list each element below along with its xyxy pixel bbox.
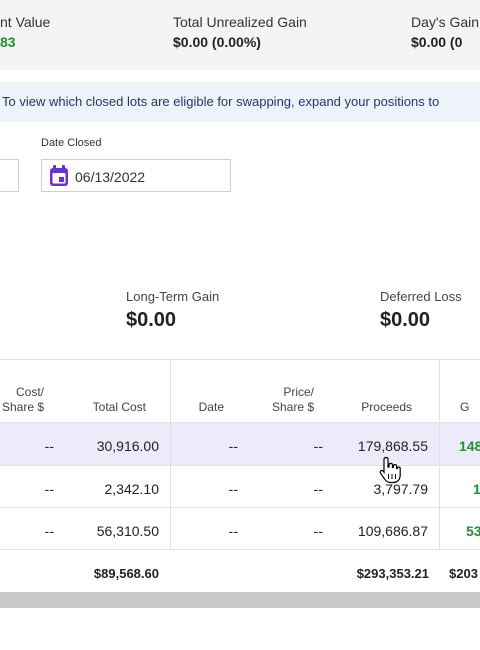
account-value: 83	[0, 34, 16, 50]
total-cost-sum: $89,568.60	[93, 566, 159, 581]
cell-date: --	[228, 523, 238, 539]
hand-cursor-icon	[379, 456, 401, 489]
calendar-icon[interactable]	[49, 165, 69, 192]
unrealized-gain-value: $0.00 (0.00%)	[173, 34, 261, 50]
cell-cost-share: --	[44, 523, 54, 539]
col-header-proceeds[interactable]: Proceeds	[361, 400, 412, 414]
account-summary: nt Value 83 Total Unrealized Gain $0.00 …	[0, 0, 480, 70]
cell-date: --	[228, 438, 238, 454]
days-gain-label: Day's Gain	[411, 14, 480, 30]
table-top-border	[0, 359, 480, 360]
gain-sum: $203	[449, 566, 478, 581]
cell-gain: 1	[473, 481, 480, 497]
cell-total-cost: 30,916.00	[96, 438, 159, 454]
cell-proceeds: 179,868.55	[357, 438, 428, 454]
table-row[interactable]: -- 30,916.00 -- -- 179,868.55 148	[0, 422, 480, 465]
cell-cost-share: --	[44, 481, 54, 497]
left-input-field[interactable]	[0, 159, 19, 192]
cell-proceeds: 3,797.79	[373, 481, 429, 497]
cell-gain: 148	[459, 438, 480, 454]
deferred-loss-label: Deferred Loss	[380, 289, 462, 304]
table-row[interactable]: -- 56,310.50 -- -- 109,686.87 53	[0, 507, 480, 550]
proceeds-sum: $293,353.21	[356, 566, 429, 581]
table-totals-row: $89,568.60 $293,353.21 $203	[0, 549, 480, 593]
date-closed-value: 06/13/2022	[75, 169, 146, 185]
cell-cost-share: --	[44, 438, 54, 454]
days-gain-value: $0.00 (0	[411, 34, 463, 50]
date-closed-label: Date Closed	[41, 137, 102, 149]
long-term-gain-label: Long-Term Gain	[126, 289, 220, 304]
table-row[interactable]: -- 2,342.10 -- -- 3,797.79 1	[0, 465, 480, 508]
cell-gain: 53	[466, 523, 480, 539]
col-header-cost-share[interactable]: Cost/ Share $	[1, 385, 44, 414]
info-banner: To view which closed lots are eligible f…	[0, 82, 480, 122]
col-header-price-share[interactable]: Price/ Share $	[271, 385, 314, 414]
column-divider	[439, 360, 440, 549]
col-header-date[interactable]: Date	[198, 400, 224, 414]
col-header-total-cost[interactable]: Total Cost	[92, 400, 146, 414]
cell-price-share: --	[313, 481, 323, 497]
deferred-loss-value: $0.00	[380, 309, 431, 331]
unrealized-gain-label: Total Unrealized Gain	[173, 14, 307, 30]
long-term-gain-value: $0.00	[126, 309, 177, 331]
col-header-gain[interactable]: G	[460, 400, 470, 414]
cell-date: --	[228, 481, 238, 497]
horizontal-scrollbar[interactable]	[0, 592, 480, 608]
cell-price-share: --	[313, 523, 323, 539]
cell-price-share: --	[313, 438, 323, 454]
column-divider	[170, 360, 171, 549]
account-value-label: nt Value	[0, 14, 51, 30]
banner-text: To view which closed lots are eligible f…	[2, 94, 440, 109]
cell-total-cost: 2,342.10	[104, 481, 160, 497]
cell-total-cost: 56,310.50	[96, 523, 159, 539]
date-closed-input[interactable]: 06/13/2022	[41, 159, 231, 192]
cell-proceeds: 109,686.87	[357, 523, 428, 539]
